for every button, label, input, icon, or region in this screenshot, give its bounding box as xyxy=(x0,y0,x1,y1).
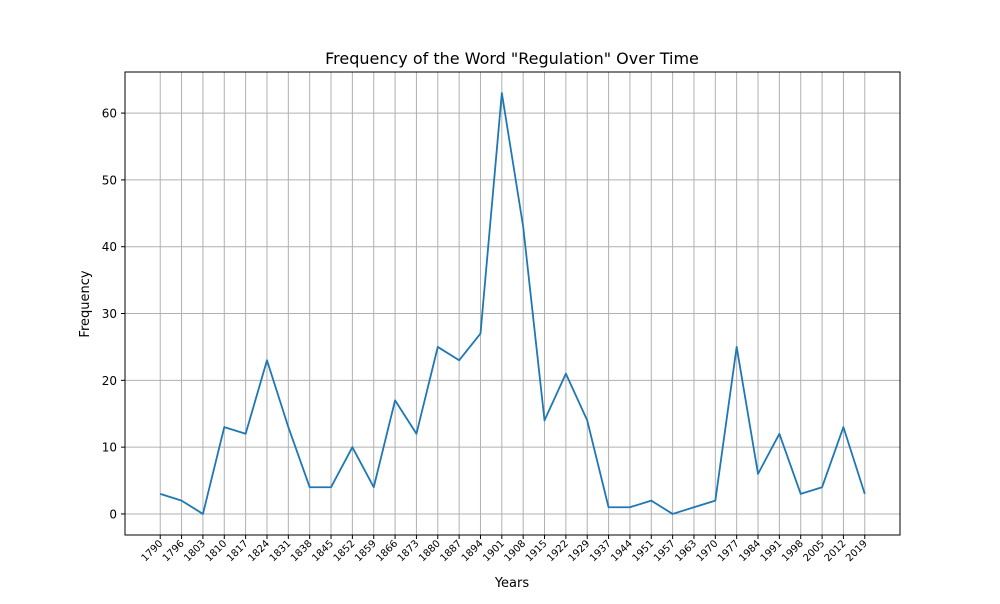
y-tick-label: 10 xyxy=(102,441,117,455)
x-tick-label: 1887 xyxy=(438,538,464,564)
x-tick-label: 1859 xyxy=(353,538,379,564)
plot-frame xyxy=(124,71,901,536)
x-tick-label: 1937 xyxy=(588,538,614,564)
x-axis: 1790179618031810181718241831183818451852… xyxy=(140,535,870,564)
x-tick-label: 1908 xyxy=(503,538,529,564)
x-tick-label: 1915 xyxy=(524,538,550,564)
x-tick-label: 1838 xyxy=(289,538,315,564)
x-tick-label: 1984 xyxy=(737,538,763,564)
x-tick-label: 1810 xyxy=(204,538,230,564)
y-tick-label: 20 xyxy=(102,374,117,388)
x-tick-label: 1963 xyxy=(673,538,699,564)
y-tick-label: 60 xyxy=(102,107,117,121)
x-tick-label: 1970 xyxy=(695,538,721,564)
x-tick-label: 1803 xyxy=(182,538,208,564)
x-tick-label: 1831 xyxy=(268,538,294,564)
x-tick-label: 1922 xyxy=(545,538,571,564)
x-tick-label: 1852 xyxy=(332,538,358,564)
x-tick-label: 1790 xyxy=(140,538,166,564)
series-line xyxy=(159,92,866,515)
x-tick-label: 1901 xyxy=(481,538,507,564)
y-axis: 0 10 20 30 40 50 60 xyxy=(102,107,125,521)
x-tick-label: 1957 xyxy=(652,538,678,564)
x-tick-label: 1998 xyxy=(780,538,806,564)
x-tick-label: 2005 xyxy=(801,538,827,564)
y-tick-label: 40 xyxy=(102,240,117,254)
x-tick-label: 1894 xyxy=(460,538,486,564)
x-tick-label: 1873 xyxy=(396,538,422,564)
x-tick-label: 1951 xyxy=(631,538,657,564)
x-tick-label: 2012 xyxy=(823,538,849,564)
y-tick-label: 0 xyxy=(109,507,117,521)
x-axis-label: Years xyxy=(494,576,530,591)
x-tick-label: 1929 xyxy=(567,538,593,564)
x-tick-label: 1977 xyxy=(716,538,742,564)
x-tick-label: 1817 xyxy=(225,538,251,564)
x-tick-label: 1796 xyxy=(161,538,187,564)
x-tick-label: 2019 xyxy=(844,538,870,564)
x-tick-label: 1824 xyxy=(246,538,272,564)
x-tick-label: 1845 xyxy=(310,538,336,564)
x-tick-label: 1880 xyxy=(417,538,443,564)
grid xyxy=(125,72,900,535)
chart-title: Frequency of the Word "Regulation" Over … xyxy=(325,49,699,68)
y-tick-label: 50 xyxy=(102,173,117,187)
y-axis-label: Frequency xyxy=(78,270,93,337)
x-tick-label: 1991 xyxy=(759,538,785,564)
x-tick-label: 1866 xyxy=(374,538,400,564)
y-tick-label: 30 xyxy=(102,307,117,321)
x-tick-label: 1944 xyxy=(609,538,635,564)
